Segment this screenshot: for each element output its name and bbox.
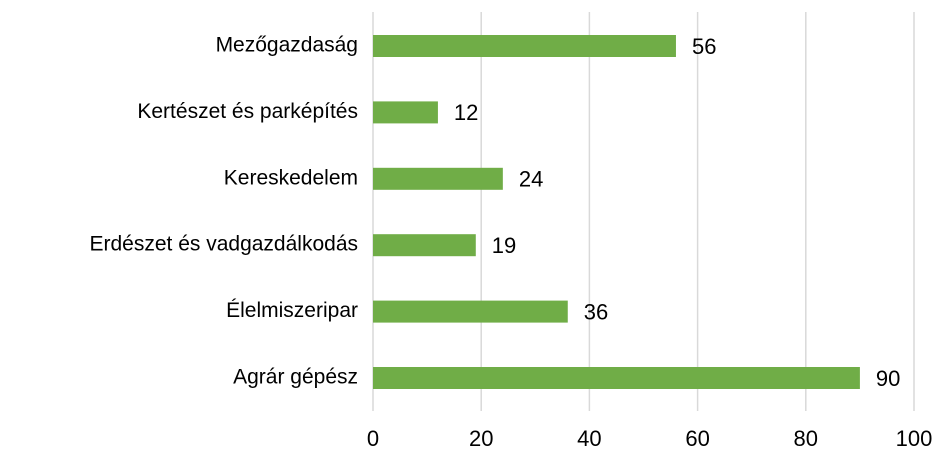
data-label: 90 (876, 366, 900, 391)
bar (373, 367, 860, 389)
y-tick-label: Kertészet és parképítés (137, 100, 358, 123)
bar (373, 35, 676, 57)
y-tick-label: Kereskedelem (224, 166, 358, 189)
x-tick-label: 40 (577, 426, 601, 451)
bar (373, 234, 476, 257)
data-label: 36 (584, 299, 608, 324)
data-label: 12 (454, 100, 478, 125)
x-tick-label: 20 (469, 426, 493, 451)
y-tick-label: Élelmiszeripar (226, 299, 358, 322)
bar (373, 101, 438, 124)
x-tick-label: 80 (794, 426, 818, 451)
bar (373, 167, 503, 190)
bar (373, 300, 568, 323)
x-tick-label: 0 (367, 426, 379, 451)
data-label: 24 (519, 167, 543, 192)
data-label: 56 (692, 34, 716, 59)
y-tick-label: Agrár gépész (233, 366, 358, 389)
x-tick-label: 60 (685, 426, 709, 451)
y-tick-label: Erdészet és vadgazdálkodás (90, 233, 359, 256)
data-label: 19 (492, 233, 516, 258)
y-tick-label: Mezőgazdaság (216, 34, 358, 57)
x-tick-label: 100 (896, 426, 933, 451)
